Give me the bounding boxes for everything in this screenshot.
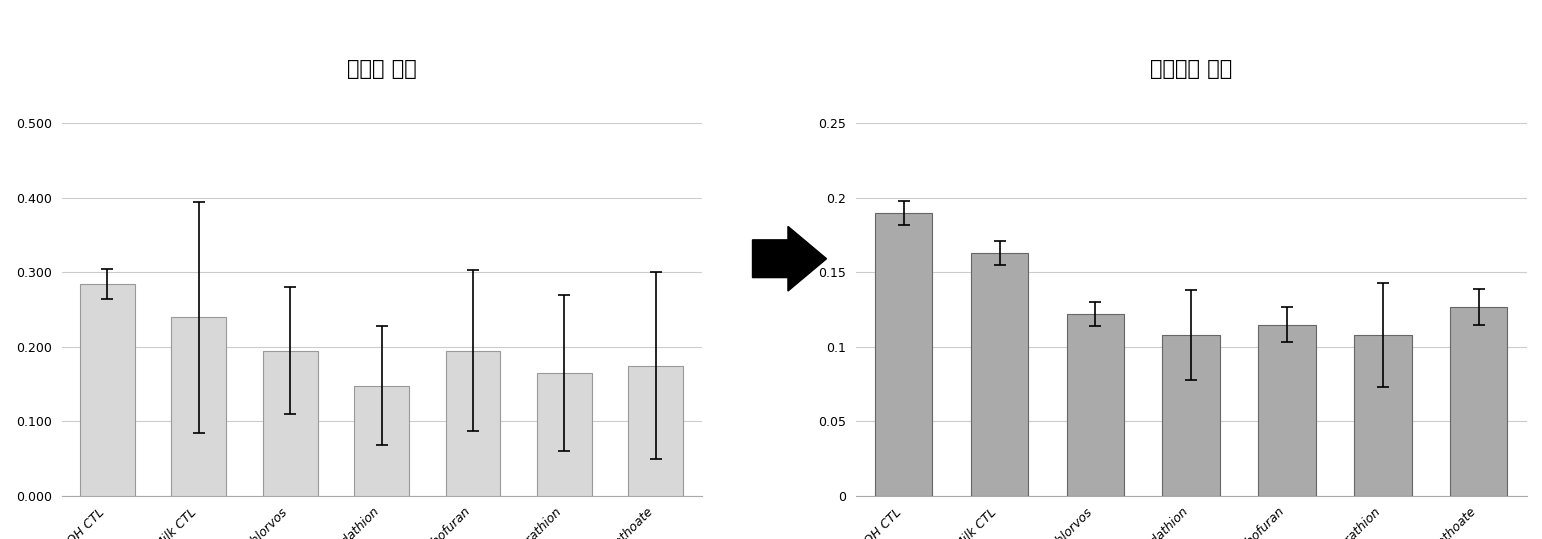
Bar bbox=[355, 385, 409, 496]
Title: 실험조건 변경: 실험조건 변경 bbox=[1150, 59, 1232, 79]
Bar bbox=[171, 317, 227, 496]
Bar bbox=[80, 284, 134, 496]
Bar bbox=[1067, 314, 1124, 496]
Bar bbox=[1354, 335, 1411, 496]
Bar bbox=[874, 213, 933, 496]
Bar bbox=[446, 351, 501, 496]
Bar bbox=[1258, 324, 1315, 496]
Bar bbox=[1449, 307, 1508, 496]
Bar bbox=[971, 253, 1029, 496]
Bar bbox=[629, 365, 683, 496]
Bar bbox=[537, 373, 592, 496]
Bar bbox=[1163, 335, 1220, 496]
Bar bbox=[262, 351, 318, 496]
Title: 제조사 조건: 제조사 조건 bbox=[347, 59, 416, 79]
